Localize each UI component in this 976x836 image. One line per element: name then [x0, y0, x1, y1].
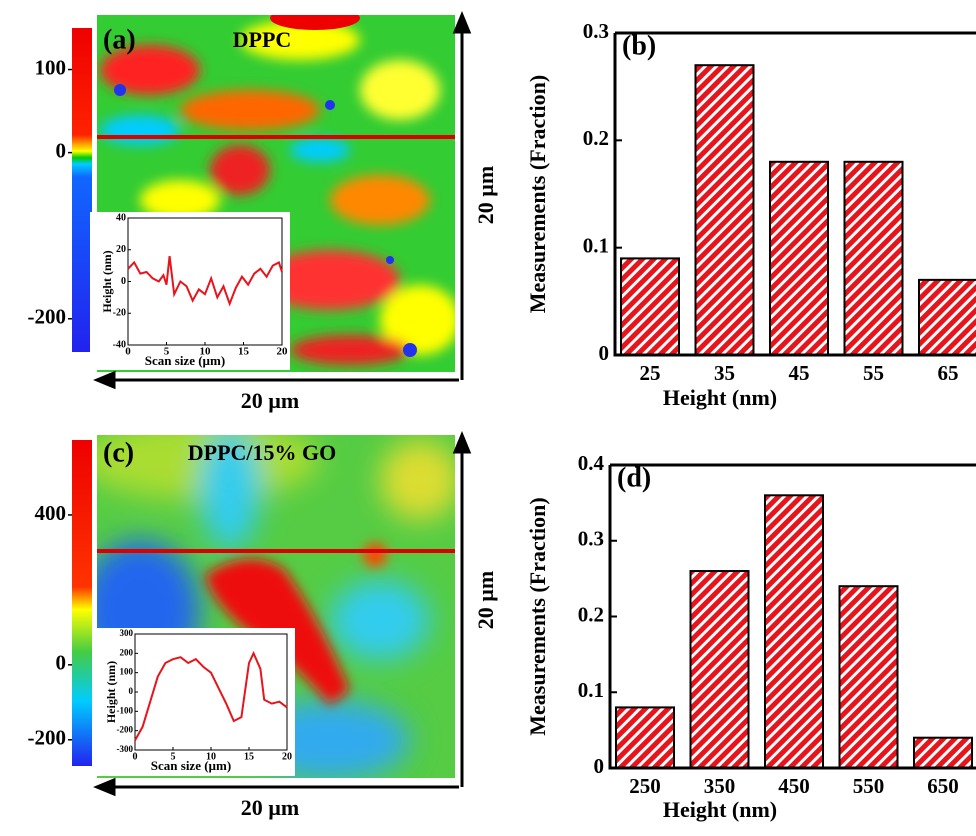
profile-line: [127, 255, 283, 307]
x-tick-label: 550: [853, 774, 885, 798]
bar: [764, 494, 824, 769]
x-tick-label: 45: [789, 361, 810, 385]
y-tick-label: 0.3: [578, 527, 604, 551]
x-tick-label: 0: [133, 751, 138, 762]
y-tick-label: -300: [117, 744, 134, 754]
colorbar-tick-label: 100: [35, 55, 67, 79]
y-tick-label: 0.2: [578, 602, 604, 626]
x-tick-label: 10: [206, 751, 216, 762]
bar: [843, 160, 904, 356]
bar: [918, 278, 976, 356]
scale-arrows: [93, 11, 472, 797]
y-axis-label: Measurements (Fraction): [525, 75, 550, 313]
colorbar-tick-label: 400: [35, 501, 67, 525]
y-tick-label: 40: [116, 212, 126, 223]
colorbar-tick-label: 0: [56, 651, 67, 675]
y-tick-label: 100: [120, 667, 134, 677]
x-tick-label: 5: [171, 751, 176, 762]
y-tick-label: 0.2: [583, 126, 609, 150]
x-axis-label: Scan size (µm): [151, 758, 231, 773]
x-tick-label: 15: [238, 346, 250, 358]
bar: [769, 160, 829, 356]
x-tick-label: 35: [714, 361, 735, 385]
axes: [608, 463, 976, 770]
y-tick-label: 0.4: [578, 451, 605, 475]
inset-c: [95, 628, 295, 776]
bar: [620, 257, 680, 356]
x-scale-label: 20 µm: [241, 388, 300, 413]
y-scale-label: 20 µm: [473, 166, 498, 225]
x-tick-label: 350: [704, 774, 736, 798]
y-axis-label: Height (nm): [100, 250, 114, 312]
y-tick-label: 20: [116, 244, 126, 255]
y-tick-label: 300: [120, 628, 134, 638]
panel-title: DPPC/15% GO: [188, 440, 337, 465]
y-tick-label: 200: [120, 647, 134, 657]
panel-label: (b): [622, 30, 656, 61]
panel-label: (d): [617, 462, 651, 493]
afm-image-a: [97, 15, 455, 372]
panel-label: (c): [103, 437, 134, 468]
colorbar-tick-label: 0: [56, 138, 67, 162]
x-tick-label: 20: [282, 751, 292, 762]
x-tick-label: 5: [164, 346, 170, 358]
y-tick-label: 0: [599, 341, 610, 365]
x-tick-label: 65: [938, 361, 959, 385]
panel-title: DPPC: [233, 27, 292, 52]
y-tick-label: 0: [594, 754, 605, 778]
colorbar-c: [72, 440, 92, 766]
colorbar-a: [72, 28, 92, 352]
colorbar-tick-label: -200: [28, 305, 67, 329]
y-axis-label: Measurements (Fraction): [525, 497, 550, 735]
x-tick-label: 0: [125, 346, 131, 358]
y-tick-label: 0.1: [578, 678, 604, 702]
bar: [838, 585, 899, 770]
inset-a: [90, 212, 290, 370]
x-axis-label: Height (nm): [663, 385, 777, 410]
x-scale-label: 20 µm: [241, 795, 300, 820]
y-tick-label: 0: [121, 276, 126, 287]
x-tick-label: 25: [640, 361, 661, 385]
axes: [613, 31, 976, 357]
x-tick-label: 250: [629, 774, 661, 798]
bar: [689, 570, 750, 769]
profile-line: [134, 650, 288, 741]
x-axis-label: Height (nm): [663, 797, 777, 822]
x-tick-label: 650: [927, 774, 959, 798]
y-axis-label: Height (nm): [104, 661, 118, 723]
panel-label: (a): [103, 24, 136, 55]
y-tick-label: -100: [117, 705, 134, 715]
x-tick-label: 15: [244, 751, 254, 762]
x-tick-label: 450: [778, 774, 810, 798]
y-scale-label: 20 µm: [473, 571, 498, 630]
y-tick-label: 0.3: [583, 19, 609, 43]
colorbar-tick-label: -200: [28, 726, 67, 750]
y-tick-label: 0.1: [583, 233, 609, 257]
x-tick-label: 20: [277, 346, 289, 358]
y-tick-label: -200: [117, 725, 134, 735]
y-tick-label: -40: [113, 339, 126, 350]
bar: [913, 736, 973, 770]
y-tick-label: 0: [129, 686, 134, 696]
y-tick-label: -20: [113, 308, 126, 319]
bar: [615, 706, 675, 770]
x-tick-label: 55: [863, 361, 884, 385]
bar: [694, 64, 755, 356]
x-tick-label: 10: [200, 346, 212, 358]
x-axis-label: Scan size (µm): [145, 353, 225, 368]
